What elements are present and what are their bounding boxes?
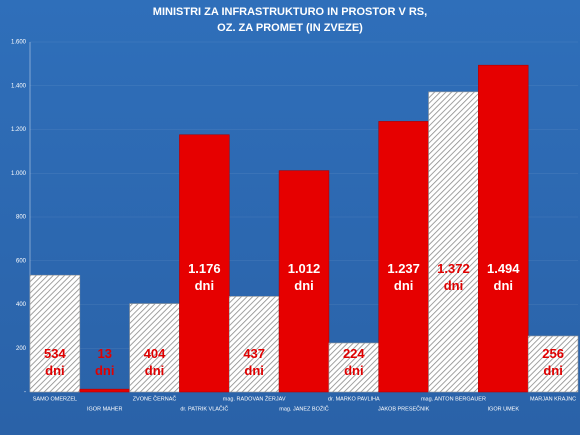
value-label-line: dni — [543, 363, 563, 378]
bar — [129, 303, 180, 393]
value-label-line: dni — [145, 363, 165, 378]
bar — [29, 274, 81, 393]
y-tick-label: 400 — [16, 302, 27, 308]
x-tick-label: SAMO OMERZEL — [33, 396, 77, 402]
bar — [278, 170, 330, 393]
bar — [328, 342, 380, 393]
y-tick-label: 800 — [16, 215, 27, 221]
bar — [478, 64, 529, 393]
value-label: 1.494 dni — [487, 261, 520, 293]
value-label: 1.012 dni — [288, 261, 321, 293]
y-tick-label: 200 — [16, 346, 27, 352]
y-tick-label: 1.600 — [11, 40, 27, 46]
x-tick-label: IGOR MAHER — [87, 406, 122, 412]
value-label: 404 dni — [144, 346, 166, 378]
value-label-line: dni — [195, 278, 215, 293]
bar — [378, 121, 429, 393]
value-label: 1.372 dni — [437, 261, 470, 293]
value-label-line: 13 — [97, 346, 111, 361]
value-label: 1.176 dni — [188, 261, 221, 293]
value-label-line: dni — [344, 363, 364, 378]
value-label: 256 dni — [542, 346, 564, 378]
x-tick-label: dr. MARKO PAVLIHA — [328, 396, 380, 402]
y-tick-label: 600 — [16, 258, 27, 264]
bar — [428, 91, 479, 393]
value-label-line: dni — [394, 278, 414, 293]
value-label-line: dni — [294, 278, 314, 293]
value-label: 224 dni — [343, 346, 365, 378]
value-label-line: 404 — [144, 346, 166, 361]
value-label-line: 1.494 — [487, 261, 520, 276]
value-label-line: 437 — [243, 346, 265, 361]
bar — [527, 335, 579, 393]
x-tick-label: ZVONE ČERNAČ — [133, 395, 177, 402]
value-label: 534 dni — [44, 346, 66, 378]
value-label-line: 1.237 — [387, 261, 420, 276]
value-label-line: 1.012 — [288, 261, 321, 276]
bar — [228, 296, 280, 393]
value-label-line: 534 — [44, 346, 66, 361]
x-tick-label: dr. PATRIK VLAČIČ — [180, 405, 228, 412]
value-label-line: 224 — [343, 346, 365, 361]
bar — [179, 134, 230, 393]
chart-title: MINISTRI ZA INFRASTRUKTURO IN PROSTOR V … — [153, 6, 427, 18]
y-tick-label: 1.200 — [11, 127, 27, 133]
value-label-line: dni — [494, 278, 514, 293]
value-label: 437 dni — [243, 346, 265, 378]
y-tick-label: 1.400 — [11, 83, 27, 89]
value-label: 13 dni — [95, 346, 115, 378]
x-tick-label: mag. JANEZ BOŽIČ — [279, 404, 329, 412]
value-label: 1.237 dni — [387, 261, 420, 293]
y-tick-label: - — [24, 390, 26, 396]
value-label-line: dni — [444, 278, 464, 293]
chart-title: OZ. ZA PROMET (IN ZVEZE) — [217, 22, 363, 34]
value-label-line: dni — [95, 363, 115, 378]
value-label-line: 1.372 — [437, 261, 470, 276]
x-tick-label: MARJAN KRAJNC — [530, 396, 576, 402]
bar — [79, 388, 130, 393]
x-tick-label: IGOR UMEK — [488, 406, 520, 412]
value-label-line: 1.176 — [188, 261, 221, 276]
x-tick-label: mag. RADOVAN ŽERJAV — [223, 394, 286, 402]
value-label-line: dni — [45, 363, 65, 378]
value-label-line: dni — [244, 363, 264, 378]
y-tick-label: 1.000 — [11, 171, 27, 177]
x-tick-label: mag. ANTON BERGAUER — [421, 396, 486, 402]
x-tick-label: JAKOB PRESEČNIK — [378, 405, 430, 412]
value-label-line: 256 — [542, 346, 564, 361]
